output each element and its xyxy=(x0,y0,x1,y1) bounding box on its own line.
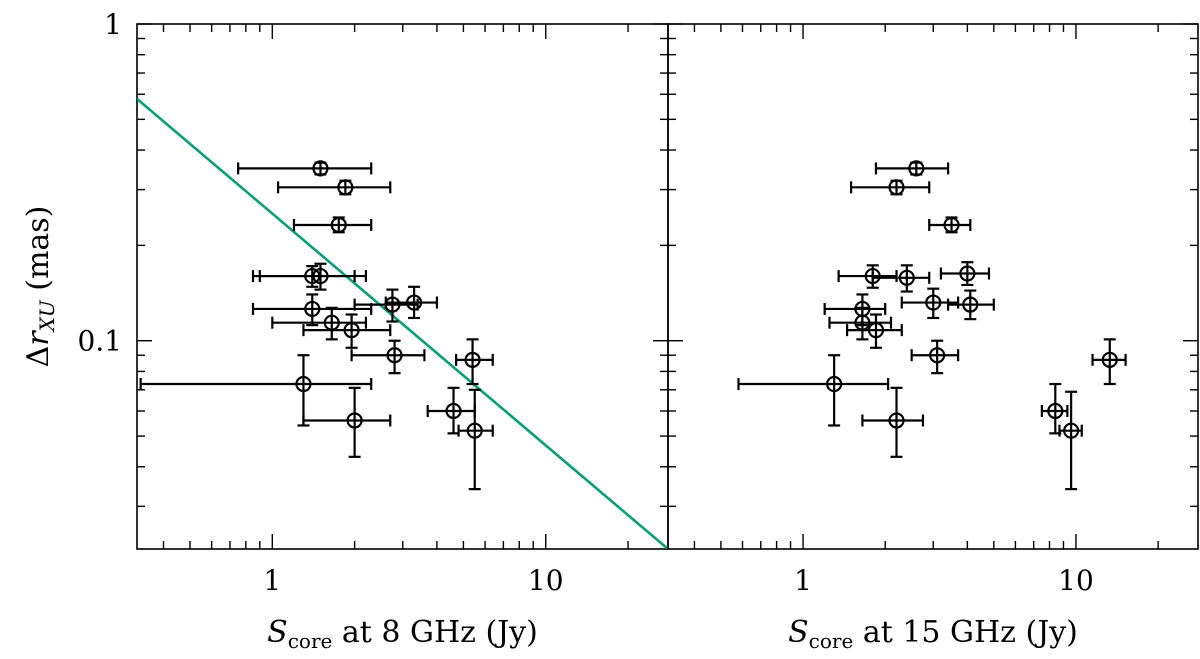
data-point-4 xyxy=(837,264,898,289)
data-marker xyxy=(867,322,885,339)
fit-line xyxy=(137,97,668,549)
data-marker xyxy=(925,294,942,311)
plot-frame xyxy=(136,23,669,550)
plot-frame xyxy=(667,23,1199,550)
data-marker xyxy=(1101,351,1118,368)
data-point-13 xyxy=(737,354,890,427)
data-point-12 xyxy=(139,354,373,427)
data-point-3 xyxy=(292,216,373,234)
data-marker xyxy=(888,179,905,196)
data-marker xyxy=(445,402,462,420)
data-marker xyxy=(898,269,915,286)
panel-1: 1 10 Score at 8 GHz (Jy) xyxy=(136,23,669,653)
data-marker xyxy=(464,351,481,368)
y-tick-label: 0.1 xyxy=(77,325,122,358)
data-point-6 xyxy=(939,261,991,287)
x-tick-label: 1 xyxy=(263,564,281,597)
y-axis-label: ΔrXU (mas) xyxy=(21,206,59,368)
data-marker xyxy=(304,300,321,318)
data-point-7 xyxy=(384,285,439,320)
data-point-11 xyxy=(845,313,903,349)
data-marker xyxy=(929,347,946,364)
data-point-15 xyxy=(426,386,476,435)
data-point-7 xyxy=(900,287,960,320)
x-axis-label: Score at 15 GHz (Jy) xyxy=(788,615,1078,653)
data-point-8 xyxy=(251,293,373,327)
data-marker xyxy=(1063,422,1080,439)
panel-2: 1 10 Score at 15 GHz (Jy) xyxy=(667,23,1199,653)
x-tick-label: 10 xyxy=(1058,564,1094,597)
data-marker xyxy=(959,265,976,282)
data-marker xyxy=(295,375,312,393)
data-marker xyxy=(386,347,403,364)
data-point-2 xyxy=(850,179,931,196)
data-marker xyxy=(1047,402,1064,420)
data-point-13 xyxy=(454,338,494,386)
x-tick-label: 1 xyxy=(794,564,812,597)
data-marker xyxy=(962,296,979,313)
data-marker xyxy=(343,322,360,339)
data-marker xyxy=(312,267,329,285)
data-marker xyxy=(466,422,483,439)
data-marker xyxy=(405,294,423,311)
data-point-17 xyxy=(1058,390,1083,491)
data-point-10 xyxy=(302,313,392,349)
data-point-3 xyxy=(928,216,972,234)
data-point-11 xyxy=(350,339,426,375)
x-tick-label: 10 xyxy=(528,564,564,597)
data-point-16 xyxy=(457,388,494,491)
data-point-5 xyxy=(258,262,356,291)
data-marker xyxy=(826,375,843,393)
data-point-2 xyxy=(276,179,392,196)
data-point-5 xyxy=(871,264,931,293)
y-tick-label: 1 xyxy=(104,8,122,41)
data-point-14 xyxy=(1091,338,1127,386)
x-axis-label: Score at 8 GHz (Jy) xyxy=(267,615,538,653)
data-marker xyxy=(337,179,354,196)
data-marker xyxy=(888,412,905,429)
data-marker xyxy=(330,216,347,234)
data-marker xyxy=(312,160,329,177)
data-point-15 xyxy=(861,386,925,458)
data-point-1 xyxy=(237,160,373,177)
data-marker xyxy=(346,412,363,429)
data-point-1 xyxy=(874,160,950,177)
data-point-12 xyxy=(910,339,960,375)
data-marker xyxy=(943,216,960,234)
data-marker xyxy=(908,160,925,177)
data-point-14 xyxy=(302,386,392,458)
data-point-16 xyxy=(1040,382,1069,435)
data-point-8 xyxy=(946,289,995,321)
